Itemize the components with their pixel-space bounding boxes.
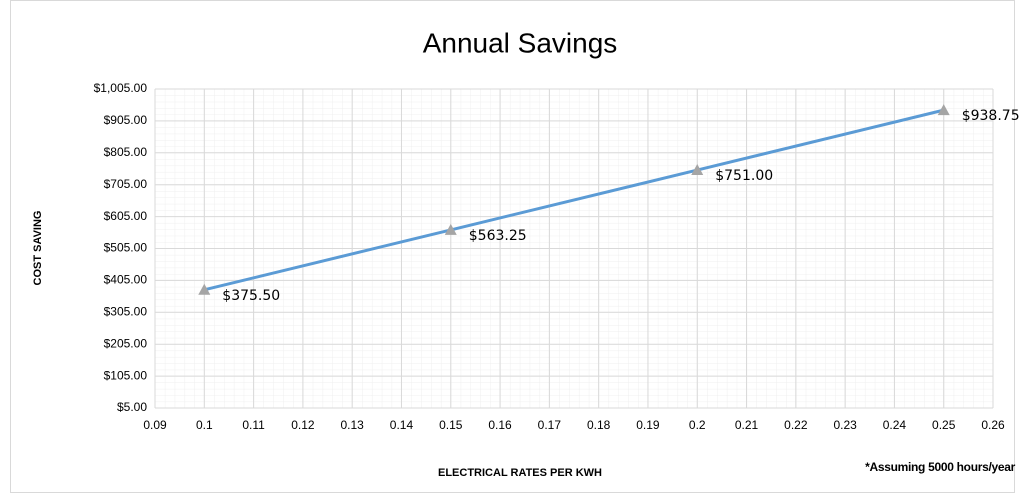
- y-tick-label: $5.00: [117, 400, 147, 414]
- y-tick-label: $105.00: [104, 368, 148, 382]
- data-label: $938.75: [962, 108, 1020, 124]
- marker: [937, 104, 950, 116]
- y-tick-label: $605.00: [104, 209, 148, 223]
- x-tick-label: 0.23: [833, 418, 857, 432]
- x-tick-label: 0.17: [538, 418, 562, 432]
- data-label: $375.50: [222, 288, 280, 304]
- x-axis-label: ELECTRICAL RATES PER KWH: [438, 467, 602, 479]
- x-tick-label: 0.09: [143, 418, 167, 432]
- y-tick-label: $305.00: [104, 304, 148, 318]
- data-label: $751.00: [715, 168, 773, 184]
- x-tick-label: 0.26: [981, 418, 1005, 432]
- y-tick-label: $805.00: [104, 145, 148, 159]
- x-tick-label: 0.16: [488, 418, 512, 432]
- x-tick-label: 0.15: [439, 418, 463, 432]
- y-tick-label: $405.00: [104, 273, 148, 287]
- x-tick-label: 0.2: [689, 418, 706, 432]
- x-tick-label: 0.21: [735, 418, 759, 432]
- marker: [198, 283, 211, 295]
- x-tick-label: 0.18: [587, 418, 611, 432]
- y-axis-label: COST SAVING: [32, 211, 44, 286]
- x-tick-label: 0.19: [636, 418, 660, 432]
- y-tick-label: $905.00: [104, 113, 148, 127]
- annotation: *Assuming 5000 hours/year: [865, 460, 1016, 474]
- x-tick-label: 0.12: [291, 418, 315, 432]
- data-label: $563.25: [469, 228, 527, 244]
- y-tick-label: $1,005.00: [94, 81, 148, 95]
- y-tick-label: $505.00: [104, 241, 148, 255]
- marker: [444, 223, 457, 235]
- x-tick-label: 0.14: [390, 418, 414, 432]
- x-tick-label: 0.24: [883, 418, 907, 432]
- y-tick-label: $205.00: [104, 336, 148, 350]
- x-tick-label: 0.13: [340, 418, 364, 432]
- y-tick-label: $705.00: [104, 177, 148, 191]
- x-tick-label: 0.11: [242, 418, 265, 432]
- x-tick-label: 0.22: [784, 418, 808, 432]
- chart-title: Annual Savings: [423, 27, 618, 58]
- x-tick-label: 0.1: [196, 418, 213, 432]
- marker: [691, 164, 704, 176]
- x-tick-label: 0.25: [932, 418, 956, 432]
- line: [203, 108, 945, 292]
